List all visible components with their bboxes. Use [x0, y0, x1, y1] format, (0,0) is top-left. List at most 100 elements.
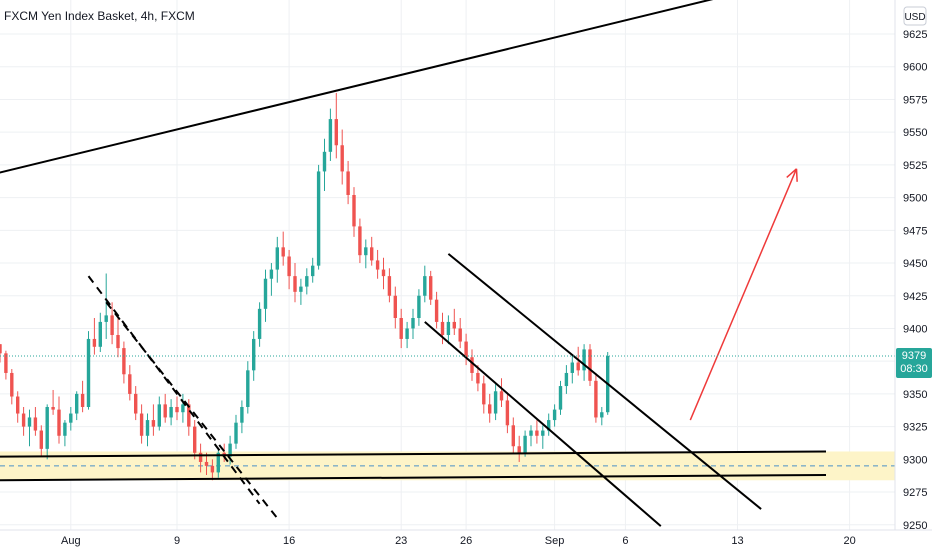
candle-body [104, 315, 108, 322]
candle-body [240, 406, 244, 423]
time-axis-background[interactable] [0, 530, 932, 550]
candle-body [181, 404, 185, 413]
candle-body [0, 344, 2, 354]
candle-body [75, 393, 79, 414]
time-tick-label: Aug [61, 535, 81, 547]
candle-body [86, 338, 91, 407]
candle-body [570, 362, 574, 373]
candle-body [163, 404, 167, 418]
price-tick-label: 9550 [903, 127, 927, 139]
candle-body [257, 308, 262, 339]
candlestick-series [0, 92, 610, 481]
candle-body [564, 372, 569, 387]
candle-body [411, 318, 415, 329]
dashed-channel-line-2 [105, 301, 279, 519]
candle-body [405, 328, 409, 339]
candle-body [452, 321, 456, 329]
time-axis: Aug 9 16 23 26 Sep 6 13 20 [61, 535, 856, 547]
drawn-trendlines [0, 0, 827, 527]
falling-channel-lower [424, 321, 662, 527]
currency-button[interactable]: USD [903, 6, 927, 26]
candle-body [252, 338, 256, 371]
candle-body [446, 321, 451, 336]
candle-body [92, 338, 97, 347]
candle-body [417, 295, 421, 318]
candle-body [505, 400, 510, 426]
time-tick-label: 9 [174, 535, 180, 547]
candle-body [27, 417, 32, 427]
candle-body [440, 321, 445, 336]
candle-body [139, 413, 144, 436]
candle-body [434, 299, 439, 322]
candle-body [552, 409, 557, 421]
candle-body [594, 380, 598, 418]
price-tick-label: 9500 [903, 193, 927, 205]
candle-body [340, 145, 344, 172]
support-zone-bottom [0, 474, 827, 482]
dashed-channel-line-1 [87, 275, 261, 505]
price-tick-label: 9575 [903, 94, 927, 106]
candle-body [399, 318, 403, 339]
time-tick-label: 26 [460, 535, 472, 547]
time-tick-label: 13 [731, 535, 743, 547]
candle-body [517, 446, 521, 453]
price-tick-label: 9475 [903, 225, 927, 237]
candle-body [547, 420, 551, 431]
candle-body [482, 383, 486, 405]
projection-arrow-head [786, 168, 797, 178]
candle-body [511, 425, 515, 447]
projection-arrow-head [795, 168, 798, 182]
candle-body [299, 286, 303, 292]
candle-body [281, 247, 285, 257]
candle-body [429, 276, 433, 300]
candle-body [228, 443, 232, 457]
candle-body [305, 276, 309, 287]
candle-body [576, 362, 580, 371]
candle-body [145, 420, 150, 436]
candle-body [458, 328, 462, 342]
candle-body [393, 295, 397, 318]
candle-body [134, 393, 138, 414]
candle-body [600, 412, 604, 418]
candle-body [535, 430, 539, 436]
candle-body [322, 151, 327, 172]
price-tick-label: 9400 [903, 323, 927, 335]
candle-body [358, 226, 362, 256]
price-tick-label: 9600 [903, 62, 927, 74]
candle-body [364, 247, 368, 256]
candle-body [558, 386, 563, 410]
price-axis-background[interactable] [895, 0, 932, 550]
candle-body [116, 335, 120, 349]
candle-body [529, 430, 533, 436]
candle-body [328, 119, 333, 152]
candle-body [375, 260, 380, 270]
candle-body [122, 348, 126, 375]
price-tick-label: 9525 [903, 160, 927, 172]
price-tick-label: 9425 [903, 291, 927, 303]
candle-body [80, 393, 85, 407]
projection-arrow-shaft [689, 168, 798, 421]
price-tick-label: 9275 [903, 487, 927, 499]
candle-body [216, 452, 220, 473]
upper-trendline [0, 0, 714, 174]
projection-arrow [689, 168, 798, 421]
candle-body [63, 422, 67, 436]
time-tick-label: Sep [545, 535, 565, 547]
candle-body [423, 276, 427, 296]
candle-body [293, 276, 297, 292]
candle-body [269, 269, 274, 279]
candle-body [582, 349, 586, 371]
support-zone-top [0, 450, 827, 458]
candle-body [10, 372, 14, 397]
candle-body [157, 404, 161, 427]
last-price-tag: 9379 08:30 [896, 347, 932, 378]
candle-body [287, 256, 291, 277]
candle-body [588, 349, 592, 381]
currency-label: USD [904, 12, 925, 23]
chart-title: FXCM Yen Index Basket, 4h, FXCM [4, 9, 195, 23]
candle-body [316, 171, 321, 266]
candle-body [16, 396, 20, 414]
candle-body [464, 341, 468, 358]
price-tick-label: 9250 [903, 520, 927, 532]
